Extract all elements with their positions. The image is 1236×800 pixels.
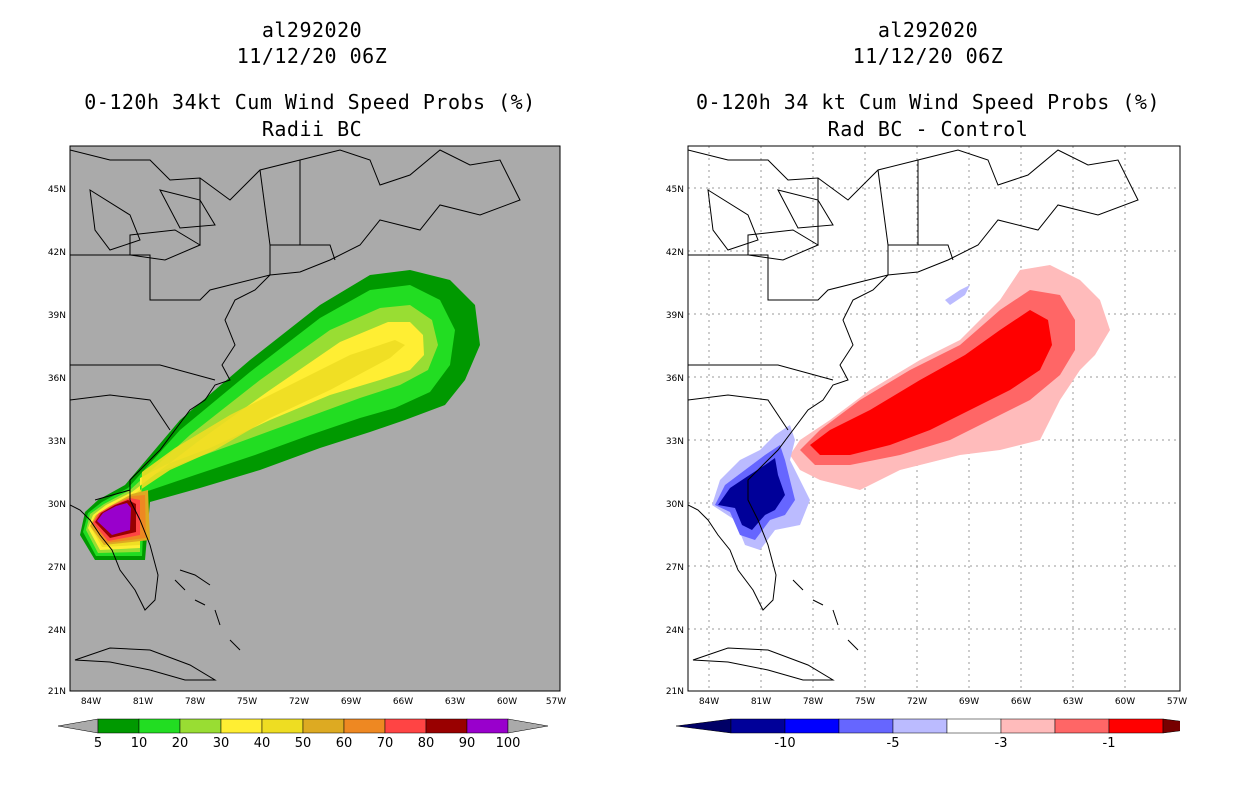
lat-label: 45N	[666, 185, 684, 195]
lon-label: 66W	[1011, 697, 1031, 707]
left-storm-id: al292020	[261, 18, 363, 42]
colorbar-label: -1	[1103, 736, 1116, 751]
colorbar-label: 70	[377, 736, 394, 751]
colorbar-label: 5	[94, 736, 102, 751]
lon-label: 75W	[237, 697, 257, 707]
colorbar-box	[425, 718, 468, 734]
colorbar-box	[1054, 718, 1110, 734]
lat-label: 36N	[666, 374, 684, 384]
colorbar-box	[302, 718, 345, 734]
right-title: 0-120h 34 kt Cum Wind Speed Probs (%)	[695, 90, 1161, 114]
lon-label: 72W	[907, 697, 927, 707]
colorbar-box	[97, 718, 140, 734]
lat-label: 39N	[48, 311, 66, 321]
right-gridlines	[688, 146, 1180, 691]
colorbar-label: 50	[295, 736, 312, 751]
colorbar-left-cap	[675, 718, 732, 734]
left-lon-labels: 84W 81W 78W 75W 72W 69W 66W 63W 60W 57W	[81, 697, 566, 707]
lat-label: 21N	[666, 687, 684, 697]
colorbar-box	[138, 718, 181, 734]
left-coastlines	[70, 149, 521, 681]
colorbar-label: 30	[213, 736, 230, 751]
colorbar-label: -5	[887, 736, 900, 751]
lon-label: 60W	[1115, 697, 1135, 707]
lon-label: 66W	[393, 697, 413, 707]
colorbar-label: -10	[774, 736, 795, 751]
colorbar-box	[261, 718, 304, 734]
lat-label: 30N	[666, 500, 684, 510]
lon-label: 78W	[185, 697, 205, 707]
lat-label: 24N	[48, 626, 66, 636]
colorbar-label: 100	[496, 736, 521, 751]
colorbar-box	[179, 718, 222, 734]
lon-label: 69W	[959, 697, 979, 707]
colorbar-box	[1108, 718, 1164, 734]
colorbar-box	[730, 718, 786, 734]
left-lat-labels: 45N 42N 39N 36N 33N 30N 27N 24N 21N	[48, 185, 66, 697]
lon-label: 60W	[497, 697, 517, 707]
colorbar-label: -3	[995, 736, 1008, 751]
right-coastlines	[688, 149, 1139, 681]
lon-label: 69W	[341, 697, 361, 707]
lat-label: 30N	[48, 500, 66, 510]
lat-label: 21N	[48, 687, 66, 697]
right-map: 45N 42N 39N 36N 33N 30N 27N 24N 21N 84W …	[666, 145, 1187, 707]
lon-label: 72W	[289, 697, 309, 707]
colorbar-box	[892, 718, 948, 734]
left-datetime: 11/12/20 06Z	[236, 44, 388, 68]
lat-label: 36N	[48, 374, 66, 384]
lat-label: 33N	[48, 437, 66, 447]
right-storm-id: al292020	[877, 18, 979, 42]
colorbar-label: 90	[459, 736, 476, 751]
lon-label: 63W	[1063, 697, 1083, 707]
lon-label: 57W	[546, 697, 566, 707]
left-map: 45N 42N 39N 36N 33N 30N 27N 24N 21N 84W …	[48, 145, 566, 707]
right-subtitle: Rad BC - Control	[827, 117, 1029, 141]
right-difference-field	[712, 265, 1110, 550]
left-probability-field	[80, 270, 480, 560]
colorbar-right-cap	[1162, 718, 1180, 734]
lat-label: 27N	[666, 563, 684, 573]
left-subtitle: Radii BC	[261, 117, 363, 141]
right-lat-labels: 45N 42N 39N 36N 33N 30N 27N 24N 21N	[666, 185, 684, 697]
colorbar-box	[220, 718, 263, 734]
colorbar-box	[838, 718, 894, 734]
lon-label: 57W	[1167, 697, 1187, 707]
colorbar-label: 10	[131, 736, 148, 751]
lon-label: 84W	[81, 697, 101, 707]
lon-label: 78W	[803, 697, 823, 707]
colorbar-box	[946, 718, 1002, 734]
lon-label: 63W	[445, 697, 465, 707]
colorbar-right-cap	[507, 718, 549, 734]
lat-label: 45N	[48, 185, 66, 195]
colorbar-label: 20	[172, 736, 189, 751]
lat-label: 33N	[666, 437, 684, 447]
left-title: 0-120h 34kt Cum Wind Speed Probs (%)	[84, 90, 536, 114]
left-colorbar: 5 10 20 30 40 50 60 70 80 90 100	[57, 718, 549, 751]
colorbar-box	[343, 718, 386, 734]
colorbar-box	[466, 718, 509, 734]
lon-label: 81W	[133, 697, 153, 707]
lat-label: 42N	[48, 248, 66, 258]
lat-label: 39N	[666, 311, 684, 321]
colorbar-label: 60	[336, 736, 353, 751]
right-datetime: 11/12/20 06Z	[852, 44, 1004, 68]
colorbar-label: 80	[418, 736, 435, 751]
right-lon-labels: 84W 81W 78W 75W 72W 69W 66W 63W 60W 57W	[699, 697, 1187, 707]
colorbar-box	[784, 718, 840, 734]
colorbar-left-cap	[57, 718, 99, 734]
lon-label: 84W	[699, 697, 719, 707]
lat-label: 42N	[666, 248, 684, 258]
right-colorbar: -10-5-3-113510	[675, 718, 1180, 751]
colorbar-label: 40	[254, 736, 271, 751]
colorbar-box	[1000, 718, 1056, 734]
lat-label: 27N	[48, 563, 66, 573]
colorbar-box	[384, 718, 427, 734]
lon-label: 81W	[751, 697, 771, 707]
lon-label: 75W	[855, 697, 875, 707]
lat-label: 24N	[666, 626, 684, 636]
